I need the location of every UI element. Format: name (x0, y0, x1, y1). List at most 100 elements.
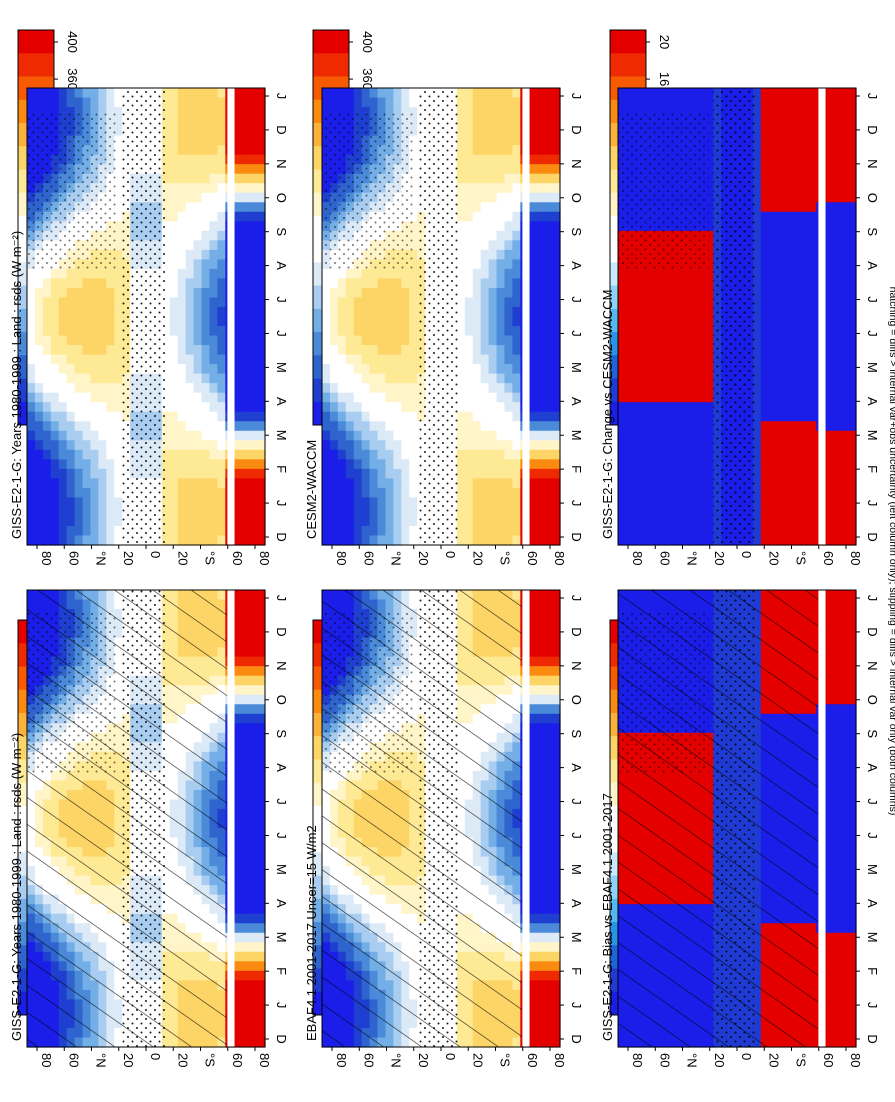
heatmap-cell (544, 828, 553, 839)
heatmap-cell (552, 732, 561, 743)
heatmap-cell (249, 1037, 258, 1048)
heatmap-cell (50, 326, 60, 337)
heatmap-cell (249, 685, 258, 696)
heatmap-cell (50, 449, 60, 460)
heatmap-cell (241, 1018, 250, 1029)
heatmap-cell (832, 923, 841, 934)
heatmap-cell (257, 609, 266, 620)
heatmap-cell (544, 1027, 553, 1039)
heatmap-cell (840, 694, 849, 705)
heatmap-cell (848, 913, 857, 924)
heatmap-cell (544, 1037, 553, 1048)
heatmap-cell (824, 685, 833, 696)
heatmap-cell (241, 770, 250, 782)
month-tick-label: M (274, 932, 289, 943)
heatmap-cell (257, 770, 266, 782)
heatmap-cell (249, 894, 258, 905)
heatmap-cell (536, 856, 545, 867)
heatmap-cell (34, 278, 44, 289)
month-tick-label: A (865, 763, 880, 772)
heatmap-cell (832, 961, 841, 972)
lat-tick-label: 60 (525, 1053, 540, 1067)
heatmap-cell (832, 590, 841, 601)
lat-tick-label: °N (389, 1053, 404, 1068)
heatmap-cell (848, 609, 857, 620)
heatmap-cell (27, 316, 36, 327)
heatmap-cell (42, 459, 52, 470)
heatmap-cell (552, 932, 561, 943)
heatmap-cell (832, 666, 841, 677)
heatmap-cell (848, 847, 857, 858)
heatmap-cell (241, 628, 250, 639)
heatmap-cell (840, 923, 849, 934)
heatmap-cell (848, 770, 857, 782)
heatmap-cell (257, 818, 266, 829)
heatmap-cell (536, 1018, 545, 1029)
heatmap-cell (824, 789, 833, 801)
heatmap-cell (50, 345, 60, 356)
heatmap-cell (233, 875, 242, 886)
heatmap-cell (233, 647, 242, 658)
heatmap-cell (249, 590, 258, 601)
heatmap-cell (27, 411, 36, 422)
heatmap-cell (848, 761, 857, 772)
month-tick-label: D (274, 627, 289, 636)
heatmap-cell (233, 913, 242, 924)
heatmap-cell (544, 675, 553, 686)
heatmap-cell (233, 989, 242, 1000)
heatmap-cell (27, 287, 36, 299)
heatmap-cell (848, 923, 857, 934)
month-tick-label: F (274, 967, 289, 975)
heatmap-cell (840, 590, 849, 601)
heatmap-cell (840, 999, 849, 1010)
heatmap-cell (848, 856, 857, 867)
heatmap-cell (544, 951, 553, 962)
heatmap-cell (544, 647, 553, 658)
heatmap-cell (824, 828, 833, 839)
heatmap-cell (536, 704, 545, 715)
heatmap-cell (34, 468, 44, 479)
heatmap-cell (840, 1037, 849, 1048)
heatmap-cell (27, 354, 36, 365)
heatmap-cell (42, 297, 52, 308)
heatmap-cell (832, 885, 841, 896)
lat-tick-label: 60 (657, 1053, 672, 1067)
heatmap-cell (848, 1037, 857, 1048)
heatmap-cell (249, 799, 258, 810)
heatmap-cell (241, 618, 250, 629)
heatmap-cell (832, 647, 841, 658)
heatmap-cell (27, 278, 36, 289)
heatmap-cell (528, 713, 537, 724)
heatmap-cell (552, 942, 561, 953)
heatmap-cell (50, 535, 60, 546)
heatmap-cell (42, 268, 52, 280)
heatmap-cell (42, 316, 52, 327)
heatmap-cell (528, 989, 537, 1000)
heatmap-cell (536, 789, 545, 801)
heatmap-cell (824, 656, 833, 667)
heatmap-cell (66, 335, 76, 346)
heatmap-cell (241, 599, 250, 610)
heatmap-cell (50, 306, 60, 318)
heatmap-cell (552, 837, 561, 848)
heatmap-cell (840, 609, 849, 620)
heatmap-cell (536, 723, 545, 734)
heatmap-cell (257, 751, 266, 762)
heatmap-cell (50, 316, 60, 327)
month-tick-label: M (569, 864, 584, 875)
hatching (618, 590, 818, 1047)
heatmap-cell (27, 487, 36, 498)
heatmap-cell (249, 780, 258, 791)
heatmap-cell (257, 628, 266, 639)
heatmap-cell (848, 780, 857, 791)
heatmap-cell (832, 970, 841, 981)
heatmap-cell (34, 88, 44, 99)
heatmap-cell (34, 392, 44, 403)
month-tick-label: M (865, 932, 880, 943)
heatmap-cell (544, 961, 553, 972)
heatmap-cell (552, 875, 561, 886)
heatmap-cell (824, 866, 833, 877)
heatmap-cell (552, 704, 561, 715)
month-tick-label: J (569, 1002, 584, 1009)
heatmap-cell (536, 989, 545, 1000)
